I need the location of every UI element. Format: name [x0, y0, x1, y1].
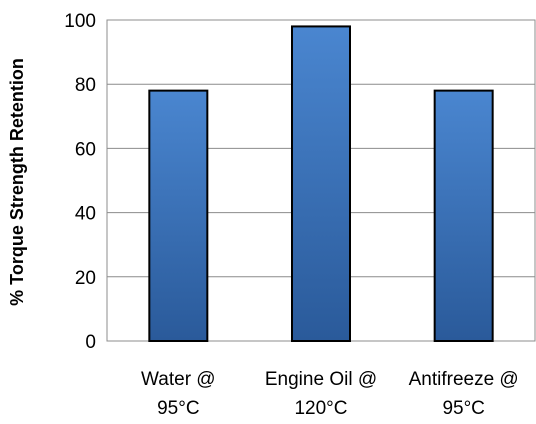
- y-tick-label-80: 80: [75, 75, 96, 96]
- y-tick-label-0: 0: [85, 332, 96, 353]
- x-category-label-1-line-0: Engine Oil @: [265, 369, 377, 390]
- bar-layer: [148, 25, 494, 343]
- y-axis-title: % Torque Strength Retention: [7, 58, 27, 306]
- x-category-label-0-line-1: 95°C: [157, 398, 199, 419]
- x-category-label-1-line-1: 120°C: [294, 398, 347, 419]
- bar-1: [291, 25, 351, 342]
- x-category-label-0: Water @ 95°C: [141, 369, 216, 419]
- x-category-label-0-line-0: Water @: [141, 369, 216, 390]
- y-tick-label-40: 40: [75, 204, 96, 225]
- x-category-label-2: Antifreeze @ 95°C: [409, 369, 519, 419]
- x-category-label-2-line-1: 95°C: [442, 398, 484, 419]
- y-tick-label-60: 60: [75, 139, 96, 160]
- x-category-labels: Water @ 95°C Engine Oil @ 120°C Antifreeze @…: [141, 369, 519, 419]
- y-tick-label-100: 100: [64, 11, 96, 32]
- x-category-label-1: Engine Oil @ 120°C: [265, 369, 377, 419]
- bar-2: [433, 89, 494, 343]
- y-tick-label-20: 20: [75, 268, 96, 289]
- bar-0: [148, 89, 209, 343]
- y-tick-labels: 0 20 40 60 80 100: [64, 11, 96, 353]
- x-category-label-2-line-0: Antifreeze @: [409, 369, 519, 390]
